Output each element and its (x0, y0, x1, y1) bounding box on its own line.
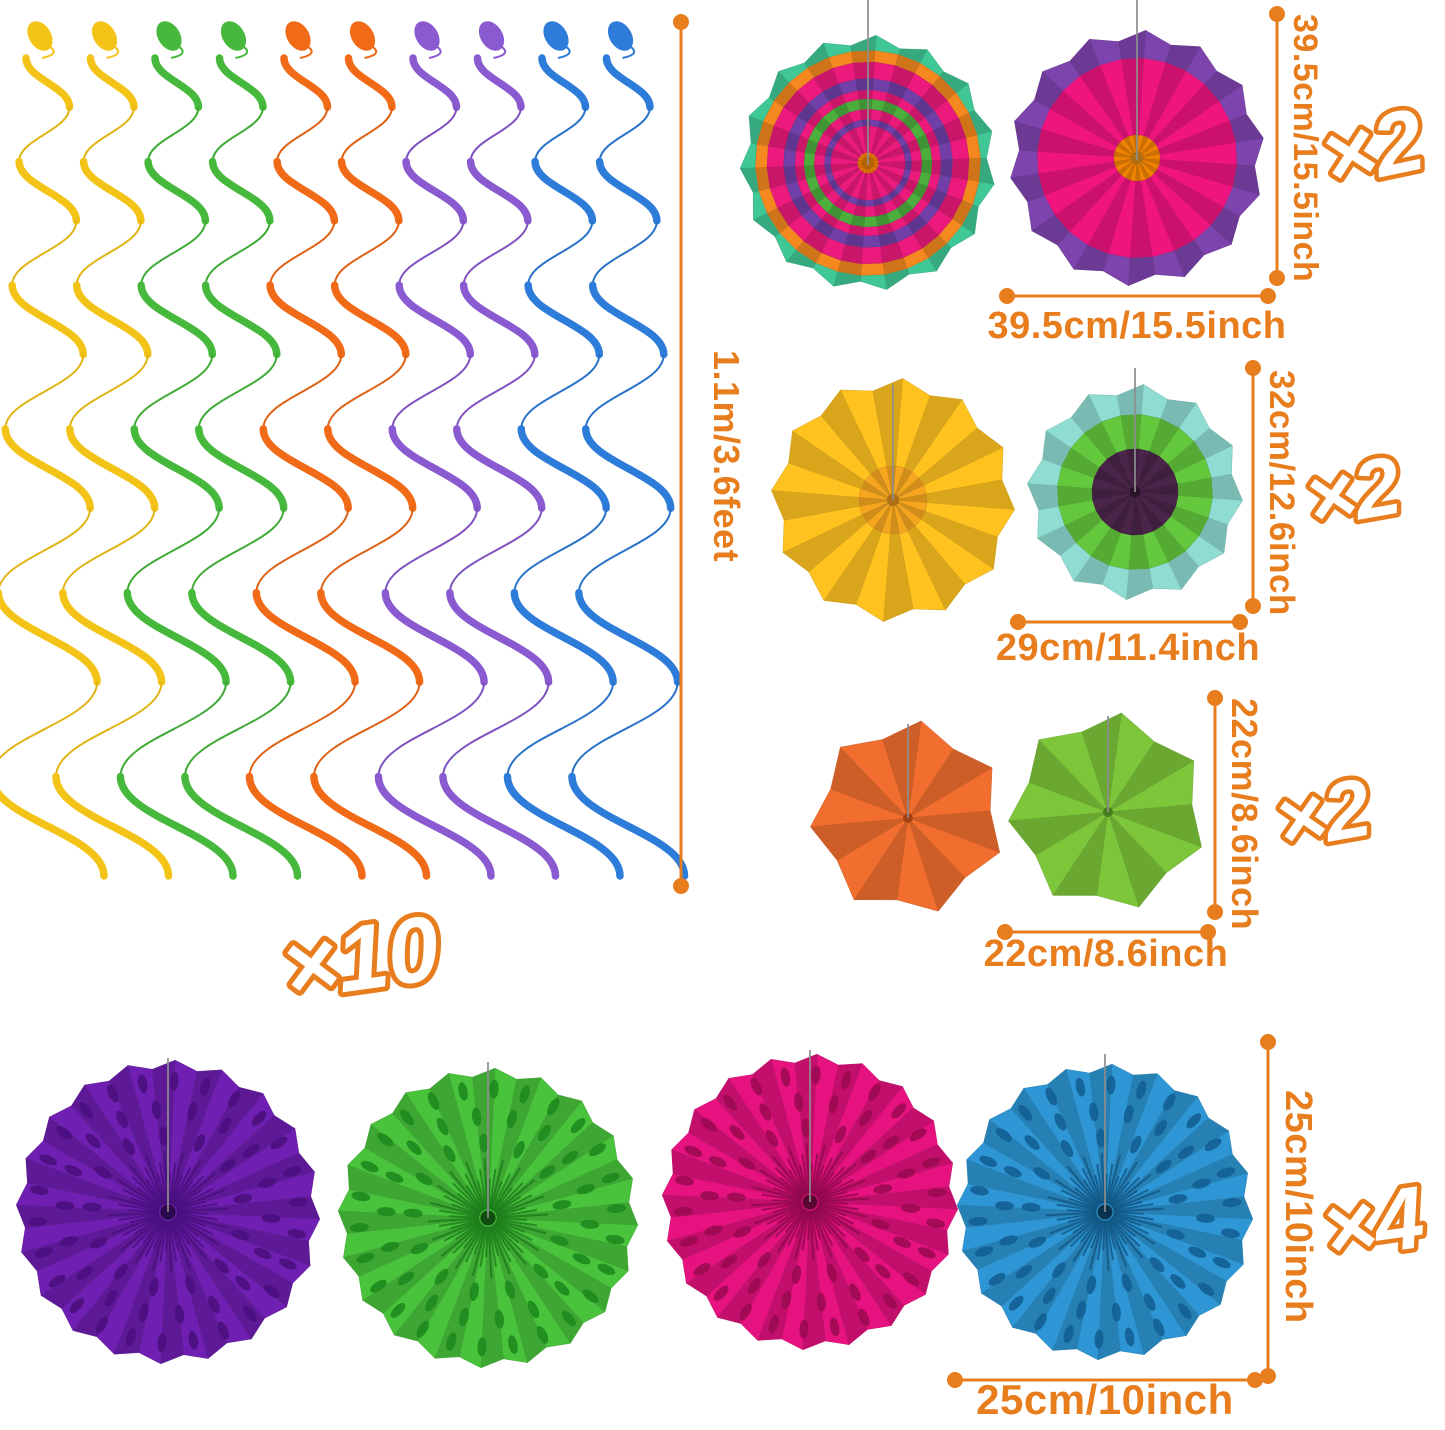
hanging-swirl (310, 21, 431, 880)
small-fan-count-label: ×2 (1269, 762, 1377, 868)
honeycomb-fan-width-label: 25cm/10inch (976, 1376, 1234, 1423)
hanging-strings-group (167, 0, 1138, 1218)
hanging-swirl (503, 21, 624, 880)
medium-fan-count-label: ×2 (1299, 440, 1407, 546)
orange-fan-icon (810, 720, 1001, 912)
hanging-swirl (116, 21, 237, 880)
medium-fan-width-line (1010, 614, 1248, 630)
measurement-lines-group (673, 6, 1285, 1388)
large-fan-width-label: 39.5cm/15.5inch (987, 305, 1286, 347)
small-fan-height-line (1207, 690, 1223, 920)
small-fan-width-label: 22cm/8.6inch (984, 933, 1229, 975)
swirl-count-label: ×10 (277, 897, 446, 1020)
honeycomb-fan-width-line (947, 1372, 1263, 1388)
hanging-swirl (52, 21, 173, 880)
hanging-swirls-group (0, 21, 689, 880)
medium-fan-height-label: 32cm/12.6inch (1262, 370, 1301, 616)
teal-green-purple-fan-icon (1026, 383, 1244, 601)
hanging-swirl (181, 21, 302, 880)
medium-fan-width-label: 29cm/11.4inch (996, 627, 1260, 669)
honeycomb-fan-count-label: ×4 (1317, 1167, 1430, 1279)
pink-honeycomb-fan-icon (661, 1053, 959, 1351)
green-honeycomb-fan-icon (337, 1067, 639, 1369)
honeycomb-fan-height-line (1260, 1034, 1276, 1384)
large-fan-count-label: ×2 (1313, 89, 1432, 207)
blue-honeycomb-fan-icon (956, 1063, 1254, 1361)
paper-fans-group (15, 29, 1264, 1369)
swirl-length-label: 1.1m/3.6feet (706, 350, 747, 562)
swirl-height-line (673, 14, 689, 894)
green-fan-icon (1008, 712, 1203, 908)
large-fan-height-label: 39.5cm/15.5inch (1286, 14, 1324, 282)
fiesta-multicolor-fan-icon (739, 34, 995, 290)
small-fan-width-line (997, 924, 1216, 940)
hanging-swirl (374, 21, 495, 880)
purple-pink-fan-icon (1010, 29, 1264, 287)
honeycomb-fan-height-label: 25cm/10inch (1277, 1090, 1319, 1324)
purple-honeycomb-fan-icon (15, 1059, 321, 1365)
small-fan-height-label: 22cm/8.6inch (1224, 698, 1265, 930)
large-fan-height-line (1269, 6, 1285, 286)
hanging-swirl (439, 21, 560, 880)
large-fan-width-line (999, 288, 1276, 304)
hanging-swirl (0, 21, 108, 880)
medium-fan-height-line (1245, 360, 1261, 614)
hanging-swirl (245, 21, 366, 880)
hanging-swirl (568, 21, 689, 880)
yellow-fan-icon (771, 378, 1015, 622)
